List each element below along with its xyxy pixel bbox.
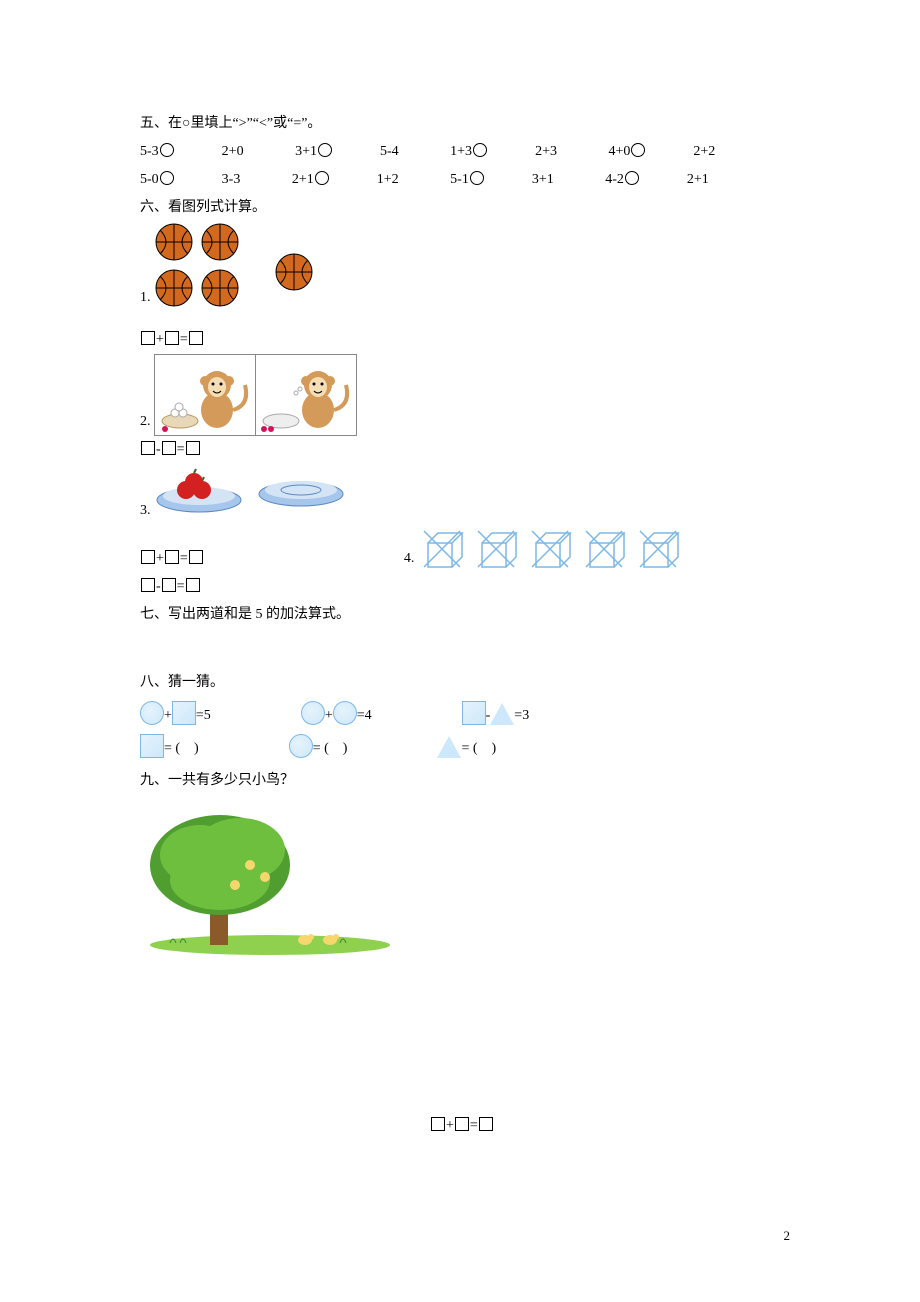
q3-figure: 3. — [140, 464, 780, 525]
eq: 5-13+1 — [450, 166, 554, 194]
section-9-equation: += — [430, 1117, 494, 1134]
guess-eq-1: + =5 — [140, 701, 211, 730]
eq: 2+11+2 — [292, 166, 399, 194]
section-8-title: 八、猜一猜。 — [140, 669, 780, 697]
guess-eq-2: + =4 — [301, 701, 372, 730]
basketball-group-1 — [154, 222, 244, 312]
section-5-title: 五、在○里填上“>”“<”或“=”。 — [140, 110, 780, 138]
q1-label: 1. — [140, 290, 151, 305]
section-9-title: 九、一共有多少只小鸟？ — [140, 767, 780, 795]
eq: 5-03-3 — [140, 166, 240, 194]
guess-ans-3: = ( ) — [437, 735, 496, 763]
square-icon — [172, 701, 196, 725]
monkey-panel-2 — [256, 355, 356, 435]
guess-eq-3: -=3 — [462, 701, 530, 730]
guess-ans-1: = ( ) — [140, 734, 199, 763]
paren-text: = ( ) — [461, 741, 496, 756]
square-icon — [462, 701, 486, 725]
plate-empty — [256, 464, 346, 525]
eq: 4+02+2 — [608, 138, 715, 166]
basketball-icon — [200, 222, 240, 262]
square-icon — [140, 734, 164, 758]
eq: 5-32+0 — [140, 138, 244, 166]
q1-figure: 1. — [140, 222, 780, 312]
triangle-icon — [437, 736, 461, 758]
monkey-panel-1 — [155, 355, 256, 435]
q2-figure: 2. — [140, 354, 780, 436]
q3-label: 3. — [140, 503, 151, 518]
crossed-cube-icon — [472, 525, 520, 573]
crossed-cube-icon — [580, 525, 628, 573]
section-6-title: 六、看图列式计算。 — [140, 194, 780, 222]
section-5-row-2: 5-03-3 2+11+2 5-13+1 4-22+1 — [140, 166, 780, 194]
crossed-cube-icon — [634, 525, 682, 573]
circle-icon — [289, 734, 313, 758]
q4-label: 4. — [404, 551, 415, 566]
circle-icon — [140, 701, 164, 725]
q2-label: 2. — [140, 414, 151, 429]
paren-text: = ( ) — [313, 741, 348, 756]
q4-equation: -= — [140, 573, 780, 601]
crossed-cube-icon — [526, 525, 574, 573]
paren-text: = ( ) — [164, 741, 199, 756]
crossed-cubes — [418, 525, 682, 573]
eq: 1+32+3 — [450, 138, 557, 166]
eq: 4-22+1 — [605, 166, 709, 194]
circle-icon — [301, 701, 325, 725]
eq-text: =5 — [196, 708, 211, 723]
basketball-icon — [154, 268, 194, 308]
eq-text: =3 — [514, 708, 529, 723]
basketball-group-2 — [274, 252, 314, 292]
triangle-icon — [490, 703, 514, 725]
plate-with-apples — [154, 464, 244, 525]
tree-figure — [140, 795, 780, 966]
q2-equation: -= — [140, 436, 780, 464]
basketball-icon — [154, 222, 194, 262]
monkey-panels — [154, 354, 357, 436]
plus-text: + — [325, 708, 333, 723]
basketball-icon — [200, 268, 240, 308]
page-number: 2 — [784, 1228, 791, 1244]
circle-icon — [333, 701, 357, 725]
eq: 3+15-4 — [295, 138, 399, 166]
section-7-title: 七、写出两道和是 5 的加法算式。 — [140, 601, 780, 629]
guess-ans-2: = ( ) — [289, 734, 348, 763]
section-8-answers: = ( ) = ( ) = ( ) — [140, 734, 780, 763]
plus-text: + — [164, 708, 172, 723]
section-5-row-1: 5-32+0 3+15-4 1+32+3 4+02+2 — [140, 138, 780, 166]
section-8-equations: + =5 + =4 -=3 — [140, 701, 780, 730]
q1-equation: += — [140, 326, 780, 354]
q3-equation: += — [140, 545, 204, 573]
crossed-cube-icon — [418, 525, 466, 573]
eq-text: =4 — [357, 708, 372, 723]
